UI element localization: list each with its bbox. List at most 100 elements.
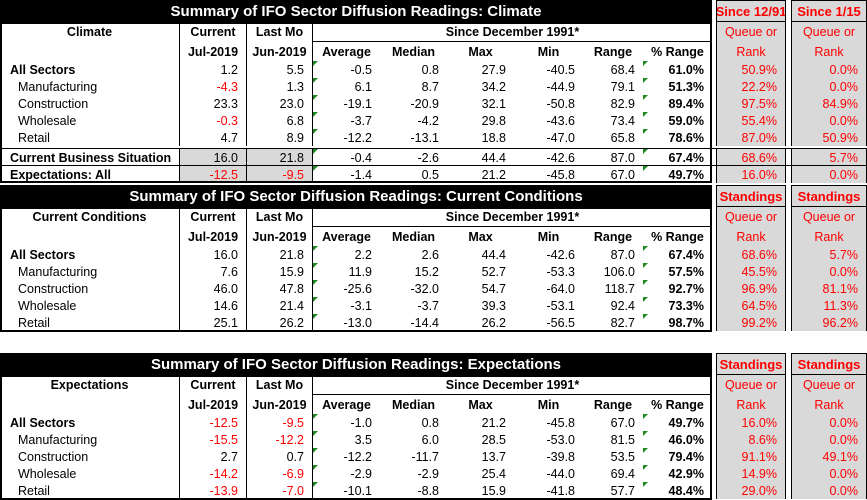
- pct-range-value[interactable]: 48.4%: [643, 482, 712, 499]
- pct-range-value[interactable]: 59.0%: [643, 112, 712, 129]
- standings-header-2[interactable]: Standings: [791, 185, 867, 207]
- row-label[interactable]: Wholesale: [0, 297, 180, 314]
- current-value[interactable]: 23.3: [180, 95, 247, 112]
- current-value[interactable]: -4.3: [180, 78, 247, 95]
- min-value[interactable]: -45.8: [546, 167, 576, 182]
- queue-rank-recent[interactable]: 0.0%: [791, 112, 867, 129]
- standings-header-2[interactable]: Standings: [791, 353, 867, 375]
- min-value[interactable]: -44.9: [546, 79, 576, 94]
- max-value[interactable]: 26.2: [481, 315, 506, 330]
- avg-value[interactable]: 6.1: [313, 78, 380, 95]
- queue-rank-recent[interactable]: 0.0%: [791, 61, 867, 78]
- range-value[interactable]: 81.5: [610, 432, 635, 447]
- max-value[interactable]: 15.9: [481, 483, 506, 498]
- median-value[interactable]: -2.6: [417, 150, 439, 165]
- queue-rank-since-start[interactable]: 29.0%: [716, 482, 786, 499]
- column-header-range[interactable]: Range: [593, 44, 633, 59]
- max-value[interactable]: 44.4: [481, 247, 506, 262]
- queue-label-1[interactable]: Queue or: [716, 375, 786, 395]
- rank-label-1[interactable]: Rank: [716, 395, 786, 414]
- queue-rank-since-start[interactable]: 64.5%: [716, 297, 786, 314]
- standings-header-1[interactable]: Standings: [716, 185, 786, 207]
- column-header-range[interactable]: Range: [593, 229, 633, 244]
- queue-rank-recent[interactable]: 0.0%: [791, 482, 867, 499]
- avg-value[interactable]: 11.9: [313, 263, 380, 280]
- standings-header-2[interactable]: Since 1/15: [791, 0, 867, 22]
- range-value[interactable]: 82.9: [610, 96, 635, 111]
- range-value[interactable]: 79.1: [610, 79, 635, 94]
- row-label[interactable]: Manufacturing: [0, 431, 180, 448]
- since-december-header[interactable]: Since December 1991*: [313, 207, 712, 227]
- queue-label-1[interactable]: Queue or: [716, 22, 786, 42]
- last-month-value[interactable]: -6.9: [247, 465, 313, 482]
- last-month-value[interactable]: -9.5: [247, 414, 313, 431]
- avg-value[interactable]: 2.2: [313, 246, 380, 263]
- min-value[interactable]: -47.0: [546, 130, 576, 145]
- pct-range-value[interactable]: 79.4%: [643, 448, 712, 465]
- min-value[interactable]: -41.8: [546, 483, 576, 498]
- last-month-value[interactable]: 21.4: [247, 297, 313, 314]
- section-title[interactable]: Summary of IFO Sector Diffusion Readings…: [0, 185, 712, 207]
- last-month-value[interactable]: 47.8: [247, 280, 313, 297]
- max-value[interactable]: 21.2: [481, 167, 506, 182]
- row-label[interactable]: All Sectors: [0, 414, 180, 431]
- max-value[interactable]: 44.4: [481, 150, 506, 165]
- last-month-value[interactable]: -9.5: [247, 166, 313, 183]
- column-header-avg[interactable]: Average: [322, 397, 371, 412]
- max-value[interactable]: 39.3: [481, 298, 506, 313]
- median-value[interactable]: -13.1: [410, 130, 440, 145]
- blank-header-cell[interactable]: [0, 42, 180, 61]
- current-header[interactable]: Current: [180, 375, 247, 395]
- rank-label-2[interactable]: Rank: [791, 42, 867, 61]
- max-value[interactable]: 54.7: [481, 281, 506, 296]
- row-label[interactable]: Manufacturing: [0, 78, 180, 95]
- avg-value[interactable]: 3.5: [313, 431, 380, 448]
- median-value[interactable]: -14.4: [410, 315, 440, 330]
- queue-rank-recent[interactable]: 5.7%: [791, 149, 867, 166]
- current-value[interactable]: -13.9: [180, 482, 247, 499]
- max-value[interactable]: 52.7: [481, 264, 506, 279]
- min-value[interactable]: -53.3: [546, 264, 576, 279]
- median-value[interactable]: 15.2: [414, 264, 439, 279]
- pct-range-value[interactable]: 78.6%: [643, 129, 712, 146]
- pct-range-value[interactable]: 57.5%: [643, 263, 712, 280]
- pct-range-value[interactable]: 67.4%: [643, 246, 712, 263]
- row-label[interactable]: Retail: [0, 314, 180, 331]
- queue-rank-recent[interactable]: 11.3%: [791, 297, 867, 314]
- section-title[interactable]: Summary of IFO Sector Diffusion Readings…: [0, 0, 712, 22]
- queue-label-1[interactable]: Queue or: [791, 207, 867, 227]
- standings-header-1[interactable]: Since 12/91: [716, 0, 786, 22]
- row-label[interactable]: Current Business Situation: [0, 149, 180, 166]
- range-value[interactable]: 57.7: [610, 483, 635, 498]
- column-header-pct[interactable]: % Range: [651, 397, 704, 412]
- row-label[interactable]: Expectations: All: [0, 166, 180, 183]
- current-value[interactable]: -12.5: [180, 414, 247, 431]
- rank-label-1[interactable]: Rank: [716, 42, 786, 61]
- column-header-min[interactable]: Min: [537, 397, 560, 412]
- queue-rank-since-start[interactable]: 96.9%: [716, 280, 786, 297]
- range-value[interactable]: 92.4: [610, 298, 635, 313]
- queue-rank-recent[interactable]: 0.0%: [791, 465, 867, 482]
- current-value[interactable]: -0.3: [180, 112, 247, 129]
- current-value[interactable]: 16.0: [180, 246, 247, 263]
- range-value[interactable]: 73.4: [610, 113, 635, 128]
- last-month-value[interactable]: -7.0: [247, 482, 313, 499]
- max-value[interactable]: 18.8: [481, 130, 506, 145]
- median-value[interactable]: -4.2: [417, 113, 439, 128]
- pct-range-value[interactable]: 67.4%: [643, 149, 712, 166]
- avg-value[interactable]: -19.1: [313, 95, 380, 112]
- blank-header-cell[interactable]: [0, 227, 180, 246]
- current-period[interactable]: Jul-2019: [180, 227, 247, 246]
- last-period[interactable]: Jun-2019: [247, 395, 313, 414]
- current-value[interactable]: 25.1: [180, 314, 247, 331]
- row-label[interactable]: Wholesale: [0, 112, 180, 129]
- range-value[interactable]: 67.0: [610, 415, 635, 430]
- last-month-value[interactable]: 0.7: [247, 448, 313, 465]
- queue-rank-since-start[interactable]: 45.5%: [716, 263, 786, 280]
- min-value[interactable]: -39.8: [546, 449, 576, 464]
- column-header-avg[interactable]: Average: [322, 44, 371, 59]
- current-value[interactable]: 4.7: [180, 129, 247, 146]
- column-header-median[interactable]: Median: [391, 229, 436, 244]
- row-label[interactable]: Construction: [0, 280, 180, 297]
- median-value[interactable]: 0.5: [421, 167, 439, 182]
